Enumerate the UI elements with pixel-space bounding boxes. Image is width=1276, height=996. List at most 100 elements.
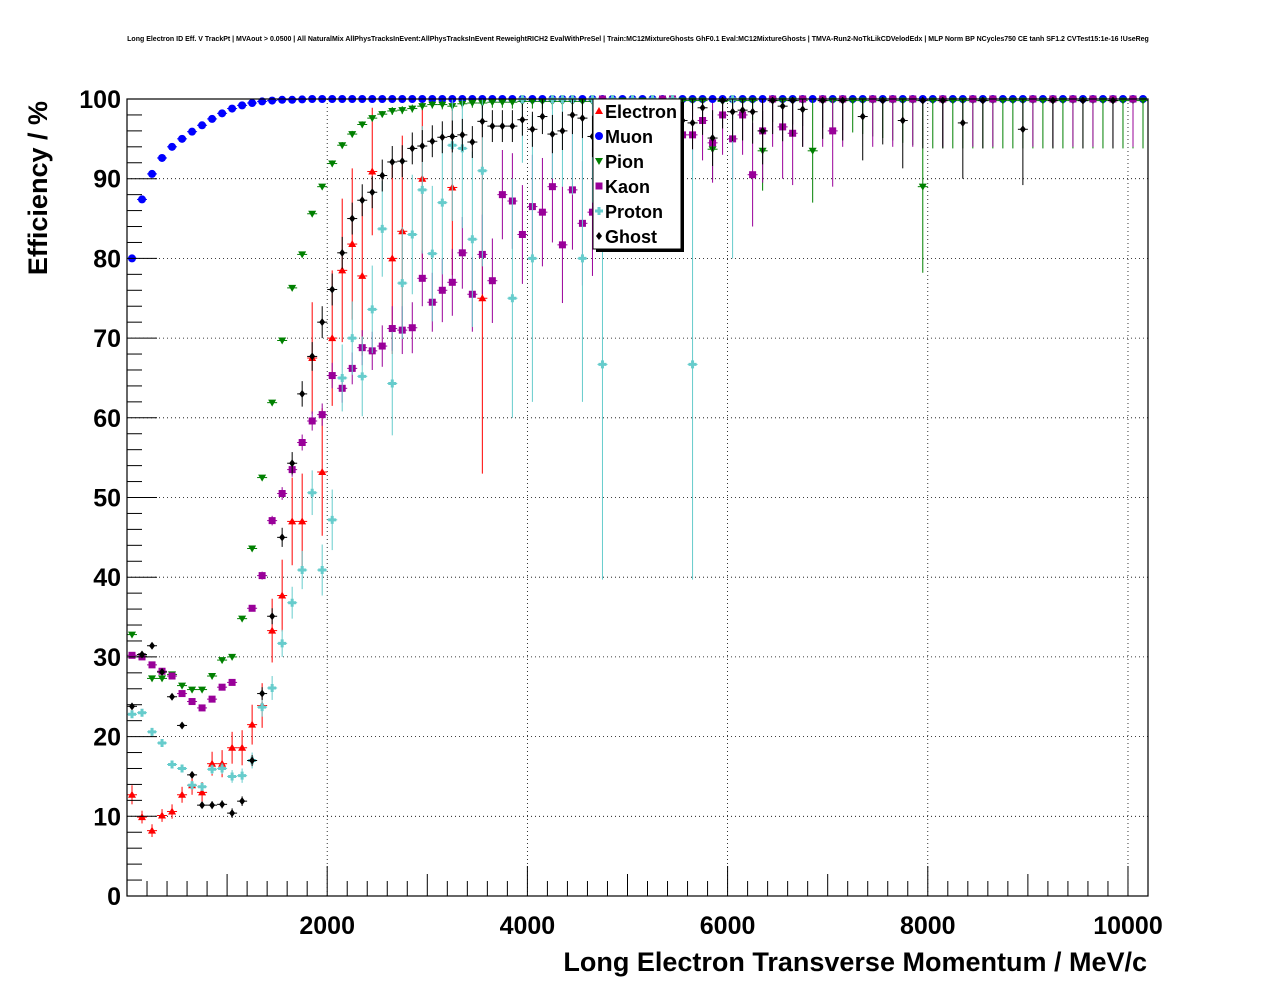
electron-point [148,826,157,834]
proton-point [508,294,517,303]
pion-point [298,251,307,259]
ghost-point [749,107,756,116]
electron-point [198,788,207,796]
kaon-point [258,572,266,580]
kaon-point [148,661,156,669]
pion-point [218,657,227,665]
pion-point [178,682,187,690]
ghost-point [289,459,296,468]
y-axis-title: Efficiency / % [23,101,53,275]
kaon-point [408,324,416,332]
kaon-point [278,490,286,498]
ghost-point [859,112,866,121]
ghost-point [729,107,736,116]
pion-point [288,284,297,292]
ghost-point [569,110,576,119]
pion-point [528,98,537,106]
electron-point [368,167,377,175]
ghost-point [1019,125,1026,134]
pion-point [238,615,247,623]
proton-point [338,373,347,382]
kaon-point [749,171,757,179]
proton-point [408,230,417,239]
electron-point [318,467,327,475]
ghost-point [149,641,156,650]
pion-point [918,183,927,191]
ghost-point [739,106,746,115]
pion-point [468,99,477,107]
ghost-point [339,248,346,257]
ghost-point [179,721,186,730]
ghost-point [249,756,256,765]
chart-title: Long Electron ID Eff. V TrackPt | MVAout… [127,36,1149,43]
muon-point [138,195,147,204]
ghost-point [469,138,476,147]
pion-point [278,337,287,345]
legend-label-electron: Electron [605,102,677,122]
kaon-point [168,672,176,680]
muon-point [168,142,177,151]
y-tick-label: 20 [93,724,121,752]
kaon-point [829,127,837,135]
pion-point [388,107,397,115]
muon-point [178,134,187,143]
ghost-point [699,103,706,112]
y-tick-label: 80 [93,245,121,273]
pion-point [398,107,407,115]
legend-marker-muon [595,132,603,140]
kaon-point [308,417,316,425]
proton-point [318,566,327,575]
x-tick-label: 2000 [299,912,355,940]
proton-point [308,488,317,497]
kaon-point [438,286,446,294]
proton-point [328,515,337,524]
kaon-point [208,695,216,703]
ghost-point [379,171,386,180]
muon-point [158,153,167,162]
kaon-point [318,411,326,419]
proton-point [188,781,197,790]
proton-point [418,185,427,194]
y-tick-label: 50 [93,485,121,513]
y-tick-label: 60 [93,405,121,433]
ghost-point [269,612,276,621]
ghost-point [479,117,486,126]
ghost-point [709,134,716,143]
pion-point [258,474,267,482]
ghost-point [579,114,586,123]
ghost-point [199,801,206,810]
electron-point [238,743,247,751]
pion-point [248,545,257,553]
y-tick-label: 40 [93,564,121,592]
muon-point [208,114,217,123]
kaon-point [248,604,256,612]
electron-point [208,759,217,767]
kaon-point [218,683,226,691]
legend-label-ghost: Ghost [605,227,657,247]
muon-point [248,98,257,107]
electron-point [478,294,487,302]
ghost-point [509,122,516,131]
kaon-point [228,678,236,686]
ghost-point [959,118,966,127]
series-ghost [127,96,1118,818]
ghost-point [419,142,426,151]
kaon-point [588,208,596,216]
pion-point [188,686,197,694]
electron-point [328,334,337,342]
proton-point [378,224,387,233]
pion-point [358,121,367,129]
kaon-point [298,439,306,447]
pion-point [348,131,357,139]
electron-point [348,240,357,248]
proton-point [368,305,377,314]
electron-point [278,591,287,599]
electron-point [158,811,167,819]
pion-point [338,142,347,150]
ghost-point [779,102,786,111]
kaon-point [458,249,466,257]
pion-point [418,103,427,111]
ghost-point [689,118,696,127]
y-tick-label: 0 [107,883,121,911]
ghost-point [429,137,436,146]
